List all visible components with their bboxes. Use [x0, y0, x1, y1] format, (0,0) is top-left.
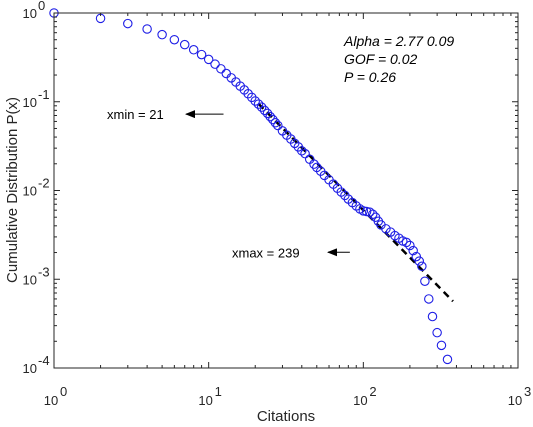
data-point [414, 256, 425, 266]
data-point [270, 117, 281, 128]
y-tick-label-exp-4: 0 [38, 0, 45, 13]
x-tick-label-exp-0: 0 [60, 384, 67, 399]
data-point [427, 311, 438, 322]
data-point [196, 49, 207, 60]
stats-gof: GOF = 0.02 [344, 51, 417, 67]
data-point [432, 327, 442, 338]
data-point [297, 146, 307, 156]
data-point [256, 102, 267, 112]
x-axis-label: Citations [257, 408, 315, 425]
y-tick-label-1: 10 [23, 272, 37, 287]
data-point [358, 206, 369, 216]
data-point [309, 159, 319, 169]
y-axis-label: Cumulative Distribution P(x) [4, 97, 21, 283]
data-point [259, 105, 270, 116]
data-point [265, 111, 275, 122]
data-point [273, 120, 283, 131]
y-tick-label-3: 10 [23, 95, 37, 110]
x-tick-label-exp-1: 1 [215, 384, 222, 399]
data-point [268, 114, 278, 125]
x-tick-label-1: 10 [198, 393, 212, 408]
y-tick-label-4: 10 [23, 6, 37, 21]
y-tick-label-exp-2: -2 [38, 176, 50, 191]
data-point [424, 294, 434, 304]
y-tick-label-exp-0: -4 [38, 353, 50, 368]
plot-area [54, 13, 518, 368]
power-law-fit-line [257, 102, 454, 303]
x-tick-label-0: 10 [44, 393, 58, 408]
data-point [367, 209, 378, 220]
data-point [420, 276, 430, 286]
x-tick-label-exp-3: 3 [524, 384, 531, 399]
x-tick-label-3: 10 [508, 393, 522, 408]
data-point [262, 108, 273, 119]
x-tick-label-2: 10 [353, 393, 367, 408]
data-point [142, 24, 152, 34]
data-point [203, 54, 214, 65]
data-point [417, 261, 427, 272]
y-tick-label-exp-3: -1 [38, 87, 50, 102]
y-tick-label-2: 10 [23, 184, 37, 199]
x-tick-label-exp-2: 2 [369, 384, 376, 399]
annotation-label-1: xmax = 239 [232, 245, 300, 260]
data-point [188, 45, 199, 55]
data-point [300, 148, 310, 159]
data-point [216, 64, 226, 74]
data-point [253, 99, 264, 109]
data-point [401, 237, 412, 248]
stats-alpha: Alpha = 2.77 0.09 [343, 33, 454, 49]
data-point [123, 18, 133, 29]
data-point [408, 245, 418, 256]
data-point [247, 92, 257, 103]
y-tick-label-0: 10 [23, 361, 37, 376]
data-point [157, 29, 167, 40]
stats-p: P = 0.26 [344, 69, 396, 85]
data-point [442, 354, 453, 365]
data-point [169, 34, 180, 45]
plot-frame [53, 12, 519, 369]
data-point [405, 240, 415, 251]
data-point [179, 39, 190, 50]
data-point [250, 96, 260, 106]
data-point [436, 340, 447, 351]
y-tick-label-exp-1: -3 [38, 264, 50, 279]
annotation-label-0: xmin = 21 [107, 107, 164, 122]
data-point [210, 59, 220, 69]
data-point [364, 207, 375, 217]
